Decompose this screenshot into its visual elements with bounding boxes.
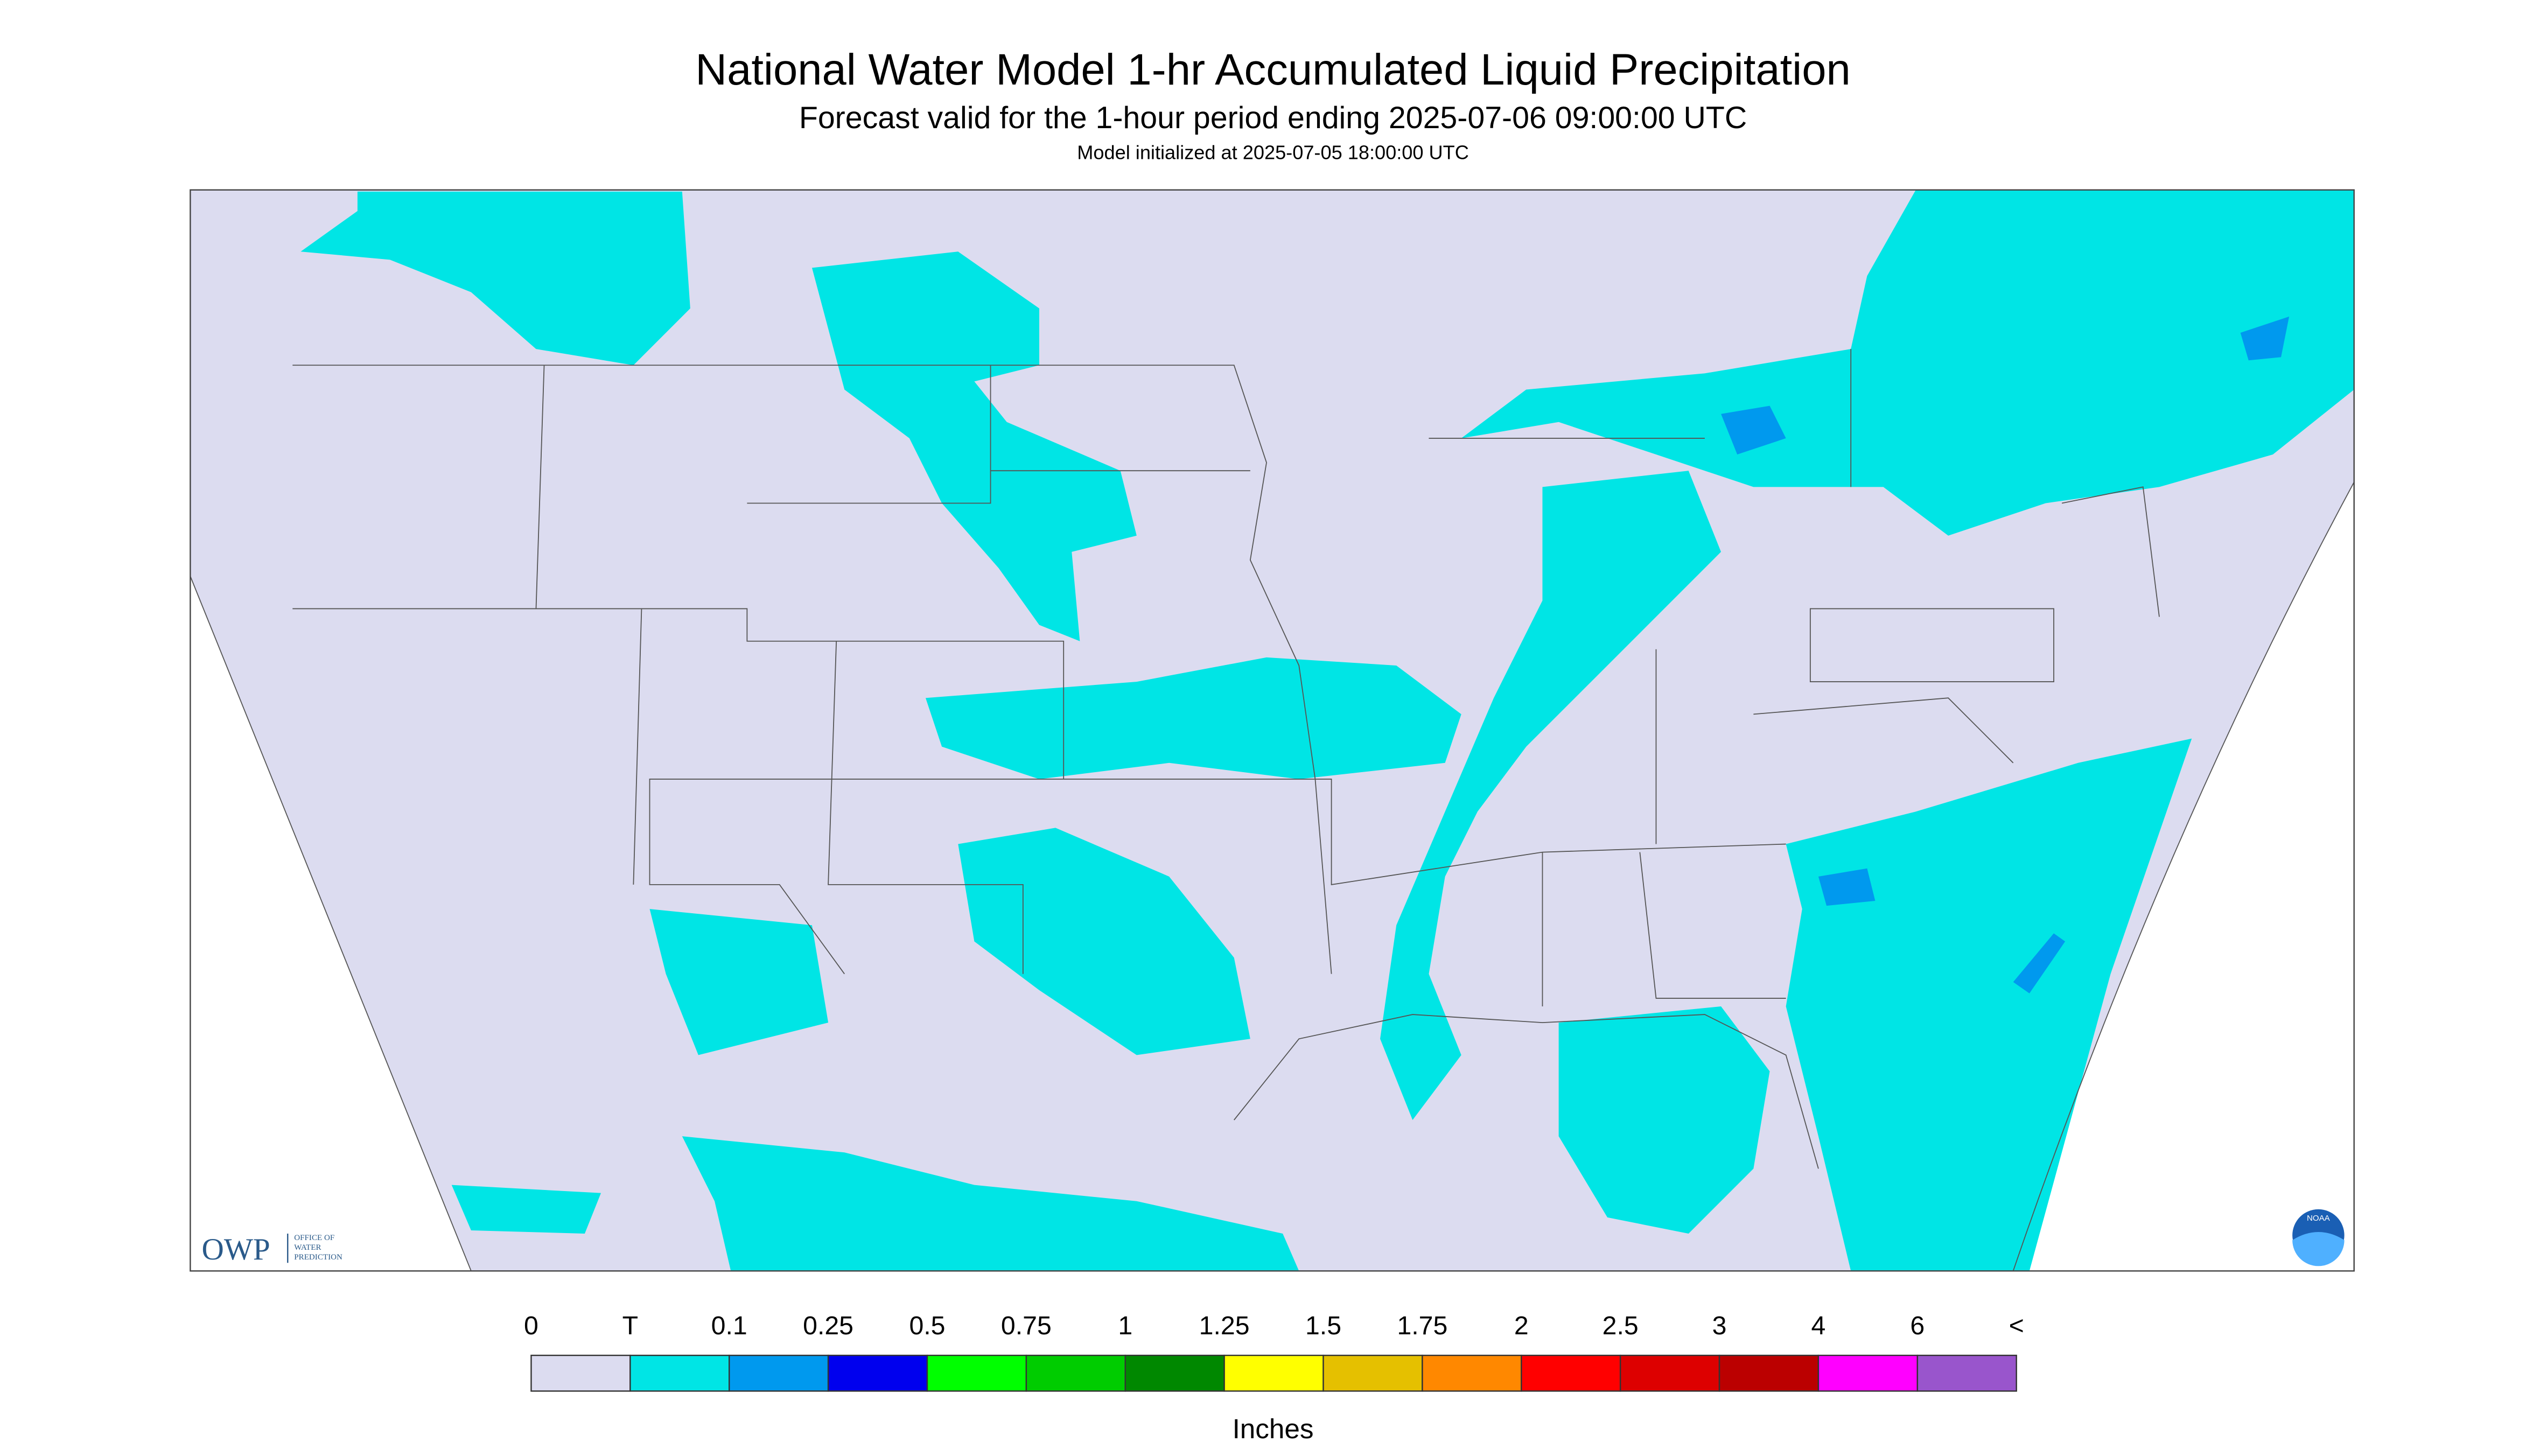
owp-logo: OWP	[201, 1233, 270, 1266]
precip-heavy	[1818, 868, 1876, 906]
precip-area	[925, 657, 1461, 779]
boundary	[1429, 349, 2160, 764]
legend-label: 2	[1514, 1311, 1529, 1340]
legend-label: 2.5	[1603, 1311, 1639, 1340]
owp-name: PREDICTION	[294, 1253, 342, 1262]
legend-label: 0.1	[711, 1311, 747, 1340]
legend-swatch	[1718, 1354, 1820, 1392]
owp-name: WATER	[294, 1243, 321, 1252]
legend-label: <	[2009, 1311, 2024, 1340]
legend-label: 0.5	[909, 1311, 945, 1340]
noaa-wave	[2292, 1232, 2345, 1266]
legend-label: 1.25	[1199, 1311, 1250, 1340]
legend-label: 1.5	[1305, 1311, 1341, 1340]
legend-swatch	[1521, 1354, 1621, 1392]
precip-areas	[300, 190, 2354, 1271]
subtitle: Forecast valid for the 1-hour period end…	[799, 101, 1747, 135]
title: National Water Model 1-hr Accumulated Li…	[695, 45, 1850, 94]
legend-label: 6	[1910, 1311, 1925, 1340]
precip-area	[300, 191, 690, 366]
owp-name: OFFICE OF	[294, 1234, 334, 1242]
precip-area	[811, 251, 1137, 641]
precip-area	[1558, 1006, 1770, 1234]
legend: 0 T 0.1 0.25 0.5 0.75 1 1.25 1.5 1.75 2 2.5 3 4 6 <	[524, 1311, 2024, 1392]
precip-area	[451, 1185, 601, 1234]
legend-swatch	[530, 1354, 631, 1392]
legend-swatch	[1619, 1354, 1720, 1392]
precip-area	[1786, 738, 2192, 1271]
precip-heavy	[1721, 405, 1786, 455]
legend-swatch	[1223, 1354, 1324, 1392]
legend-swatch	[728, 1354, 829, 1392]
precip-area	[649, 909, 829, 1055]
map: OWP OFFICE OF WATER PREDICTION NOAA	[190, 189, 2355, 1272]
boundary	[1063, 649, 1786, 1006]
map-frame	[190, 189, 2355, 1272]
legend-unit: Inches	[1233, 1413, 1314, 1444]
legend-swatch	[1422, 1354, 1522, 1392]
boundary	[190, 481, 2355, 1271]
legend-label: T	[622, 1311, 638, 1340]
legend-swatch	[1817, 1354, 1919, 1392]
precip-area	[958, 828, 1250, 1055]
precip-area	[1380, 471, 1722, 1120]
boundary	[535, 365, 1250, 974]
legend-swatch	[827, 1354, 928, 1392]
precip-area	[682, 1136, 1299, 1271]
init-time: Model initialized at 2025-07-05 18:00:00…	[1077, 141, 1469, 163]
legend-swatch	[1025, 1354, 1126, 1392]
legend-swatch	[926, 1354, 1027, 1392]
legend-label: 3	[1712, 1311, 1727, 1340]
legend-label: 0	[524, 1311, 538, 1340]
legend-label: 1	[1118, 1311, 1132, 1340]
legend-swatch	[1916, 1354, 2017, 1392]
legend-label: 0.25	[803, 1311, 853, 1340]
legend-label: 4	[1811, 1311, 1826, 1340]
legend-label: 1.75	[1397, 1311, 1447, 1340]
boundaries	[190, 349, 2355, 1271]
noaa-text: NOAA	[2307, 1214, 2331, 1223]
precip-area	[1461, 190, 2354, 536]
legend-swatch	[629, 1354, 730, 1392]
legend-swatch	[1124, 1354, 1225, 1392]
legend-label: 0.75	[1001, 1311, 1052, 1340]
precip-heavy	[2013, 933, 2066, 993]
precip-heavy	[2240, 316, 2290, 361]
coastline	[1234, 1014, 1819, 1169]
legend-swatch	[1323, 1354, 1423, 1392]
